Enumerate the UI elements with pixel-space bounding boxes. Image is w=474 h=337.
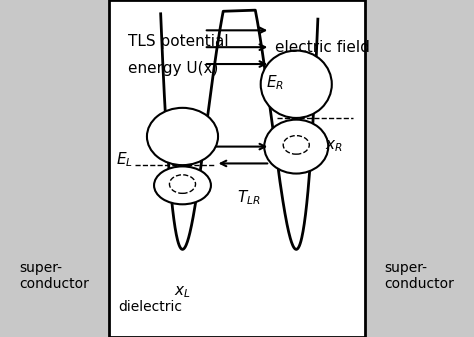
Text: TLS potential: TLS potential	[128, 34, 228, 49]
Text: $x_R$: $x_R$	[325, 139, 343, 154]
Text: $x_L$: $x_L$	[174, 285, 191, 301]
Bar	[109, 0, 365, 337]
Text: super-
conductor: super- conductor	[19, 261, 90, 292]
Ellipse shape	[147, 108, 218, 165]
Text: electric field: electric field	[275, 40, 370, 55]
Text: super-
conductor: super- conductor	[384, 261, 455, 292]
Bar	[365, 0, 474, 337]
Ellipse shape	[264, 120, 328, 174]
Ellipse shape	[170, 175, 195, 193]
Text: $E_L$: $E_L$	[116, 151, 133, 170]
Ellipse shape	[283, 135, 310, 154]
Text: $T_{LR}$: $T_{LR}$	[237, 189, 261, 207]
Bar	[0, 0, 109, 337]
Text: dielectric: dielectric	[118, 300, 182, 314]
Text: $E_R$: $E_R$	[266, 73, 284, 92]
Ellipse shape	[154, 166, 211, 204]
Text: energy U(x): energy U(x)	[128, 61, 219, 76]
Ellipse shape	[261, 51, 332, 118]
